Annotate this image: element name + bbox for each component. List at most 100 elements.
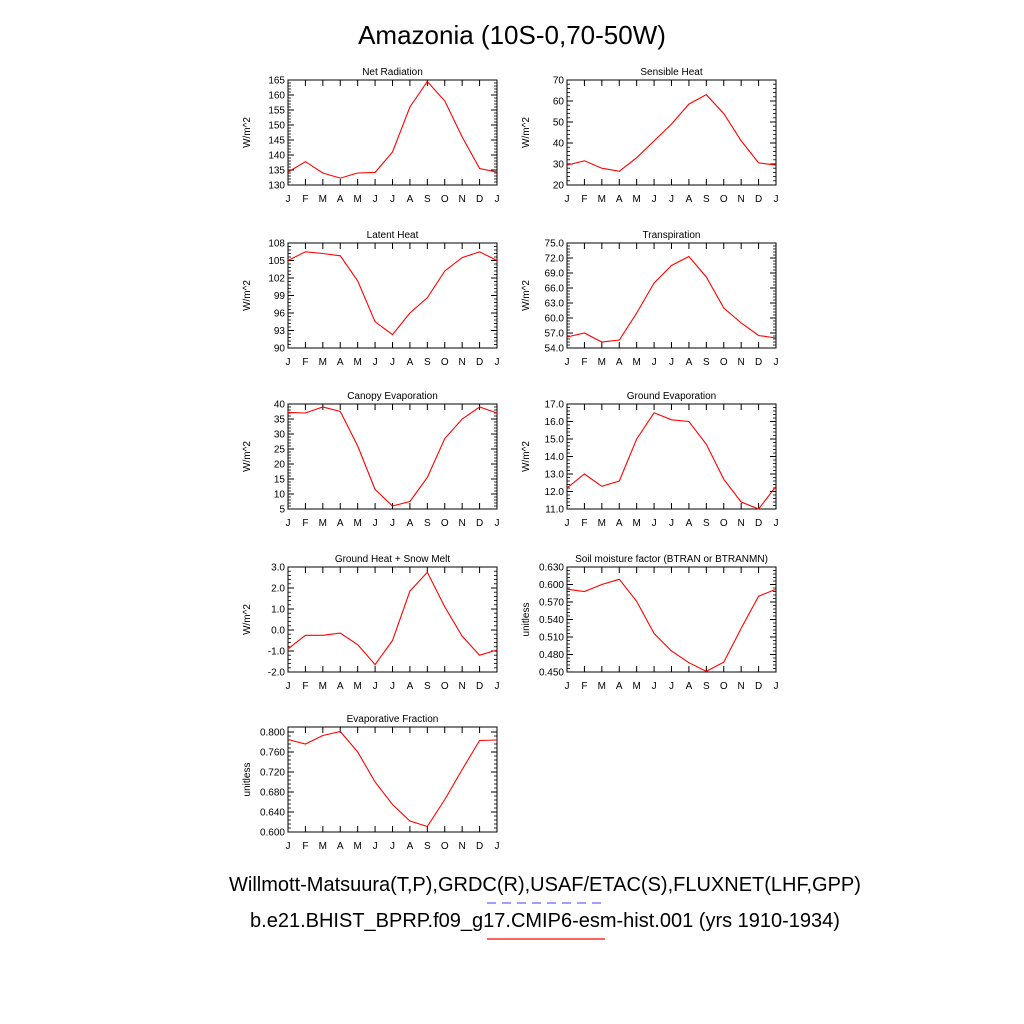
panel-title: Sensible Heat: [640, 67, 702, 78]
y-tick-label: 160: [268, 91, 285, 102]
x-tick-label: J: [390, 518, 395, 529]
panel-5: Ground Evaporation 11.0 12.0 13.0 14.0 15.0 16…: [521, 391, 779, 529]
x-tick-label: J: [495, 194, 500, 205]
y-axis-label: unitless: [242, 763, 253, 797]
x-tick-label: J: [390, 357, 395, 368]
y-tick-label: 15.0: [545, 435, 565, 446]
x-tick-label: J: [565, 357, 570, 368]
x-tick-label: J: [652, 357, 657, 368]
plot-frame: [566, 566, 777, 673]
y-tick-label: 0.600: [260, 828, 285, 839]
y-tick-label: 69.0: [545, 269, 565, 280]
x-tick-label: J: [669, 518, 674, 529]
legend-obs-label: Willmott-Matsuura(T,P),GRDC(R),USAF/ETAC…: [229, 874, 861, 896]
series-line: [566, 578, 777, 673]
x-tick-label: N: [459, 357, 466, 368]
x-tick-label: N: [459, 518, 466, 529]
x-tick-label: M: [319, 194, 327, 205]
y-tick-label: 10: [274, 490, 286, 501]
y-tick-label: 90: [274, 344, 286, 355]
y-axis-label: W/m^2: [242, 117, 253, 148]
x-tick-label: J: [669, 194, 674, 205]
x-tick-label: M: [632, 357, 640, 368]
x-tick-label: O: [720, 518, 728, 529]
x-tick-label: J: [495, 357, 500, 368]
plot-frame: [287, 403, 498, 510]
x-tick-label: J: [373, 841, 378, 852]
x-tick-label: M: [353, 841, 361, 852]
x-tick-label: A: [686, 681, 693, 692]
y-tick-label: 13.0: [545, 470, 565, 481]
y-tick-label: 66.0: [545, 284, 565, 295]
panel-6: Ground Heat + Snow Melt -2.0 -1.0 0.0 1.0 2.0…: [242, 554, 500, 692]
x-tick-label: J: [565, 518, 570, 529]
x-tick-label: D: [755, 518, 762, 529]
y-tick-label: 0.640: [260, 808, 285, 819]
series-line: [566, 412, 777, 510]
x-tick-label: J: [373, 357, 378, 368]
x-tick-label: M: [353, 357, 361, 368]
x-tick-label: F: [581, 194, 587, 205]
y-tick-label: 150: [268, 121, 285, 132]
y-tick-label: 3.0: [271, 563, 285, 574]
x-tick-label: D: [476, 681, 483, 692]
x-tick-label: A: [616, 357, 623, 368]
y-tick-label: 30: [274, 430, 286, 441]
x-tick-label: N: [738, 194, 745, 205]
x-tick-label: J: [373, 194, 378, 205]
x-tick-label: J: [373, 518, 378, 529]
x-tick-label: A: [616, 194, 623, 205]
y-tick-label: 72.0: [545, 254, 565, 265]
y-tick-label: 17.0: [545, 400, 565, 411]
x-tick-label: S: [703, 194, 710, 205]
x-tick-label: M: [319, 357, 327, 368]
x-tick-label: A: [616, 518, 623, 529]
plot-frame: [566, 79, 777, 186]
y-tick-label: 102: [268, 274, 285, 285]
x-tick-label: J: [390, 681, 395, 692]
y-tick-label: 57.0: [545, 329, 565, 340]
x-tick-label: A: [407, 841, 414, 852]
x-tick-label: F: [581, 681, 587, 692]
y-tick-label: 35: [274, 415, 286, 426]
series-line: [566, 255, 777, 343]
x-tick-label: D: [755, 194, 762, 205]
x-tick-label: D: [755, 357, 762, 368]
x-tick-label: O: [441, 194, 449, 205]
x-tick-label: A: [407, 357, 414, 368]
y-tick-label: 155: [268, 106, 285, 117]
y-tick-label: 14.0: [545, 452, 565, 463]
y-tick-label: 0.600: [539, 580, 564, 591]
y-tick-label: 93: [274, 326, 286, 337]
x-tick-label: N: [738, 681, 745, 692]
y-tick-label: 50: [553, 118, 565, 129]
x-tick-label: M: [319, 681, 327, 692]
x-tick-label: F: [302, 841, 308, 852]
y-tick-label: 60: [553, 97, 565, 108]
y-tick-label: 0.570: [539, 598, 564, 609]
y-tick-label: 0.630: [539, 563, 564, 574]
x-tick-label: J: [495, 841, 500, 852]
y-axis-label: W/m^2: [521, 117, 532, 148]
y-tick-label: 5: [279, 505, 285, 516]
x-tick-label: J: [652, 681, 657, 692]
x-tick-label: A: [337, 357, 344, 368]
figure-title: Amazonia (10S-0,70-50W): [358, 20, 666, 50]
y-tick-label: 130: [268, 181, 285, 192]
x-tick-label: A: [337, 681, 344, 692]
y-tick-label: 0.800: [260, 728, 285, 739]
x-tick-label: O: [720, 681, 728, 692]
x-tick-label: J: [286, 357, 291, 368]
y-axis-label: W/m^2: [521, 441, 532, 472]
panel-title: Canopy Evaporation: [347, 391, 438, 402]
x-tick-label: O: [720, 357, 728, 368]
x-tick-label: A: [686, 194, 693, 205]
panel-3: Transpiration 54.0 57.0 60.0 63.0 66.0 69.0 72.…: [521, 230, 779, 368]
panel-7: Soil moisture factor (BTRAN or BTRANMN) 0…: [521, 554, 779, 692]
x-tick-label: J: [774, 194, 779, 205]
y-tick-label: 140: [268, 151, 285, 162]
y-axis-label: W/m^2: [242, 604, 253, 635]
x-tick-label: D: [476, 194, 483, 205]
